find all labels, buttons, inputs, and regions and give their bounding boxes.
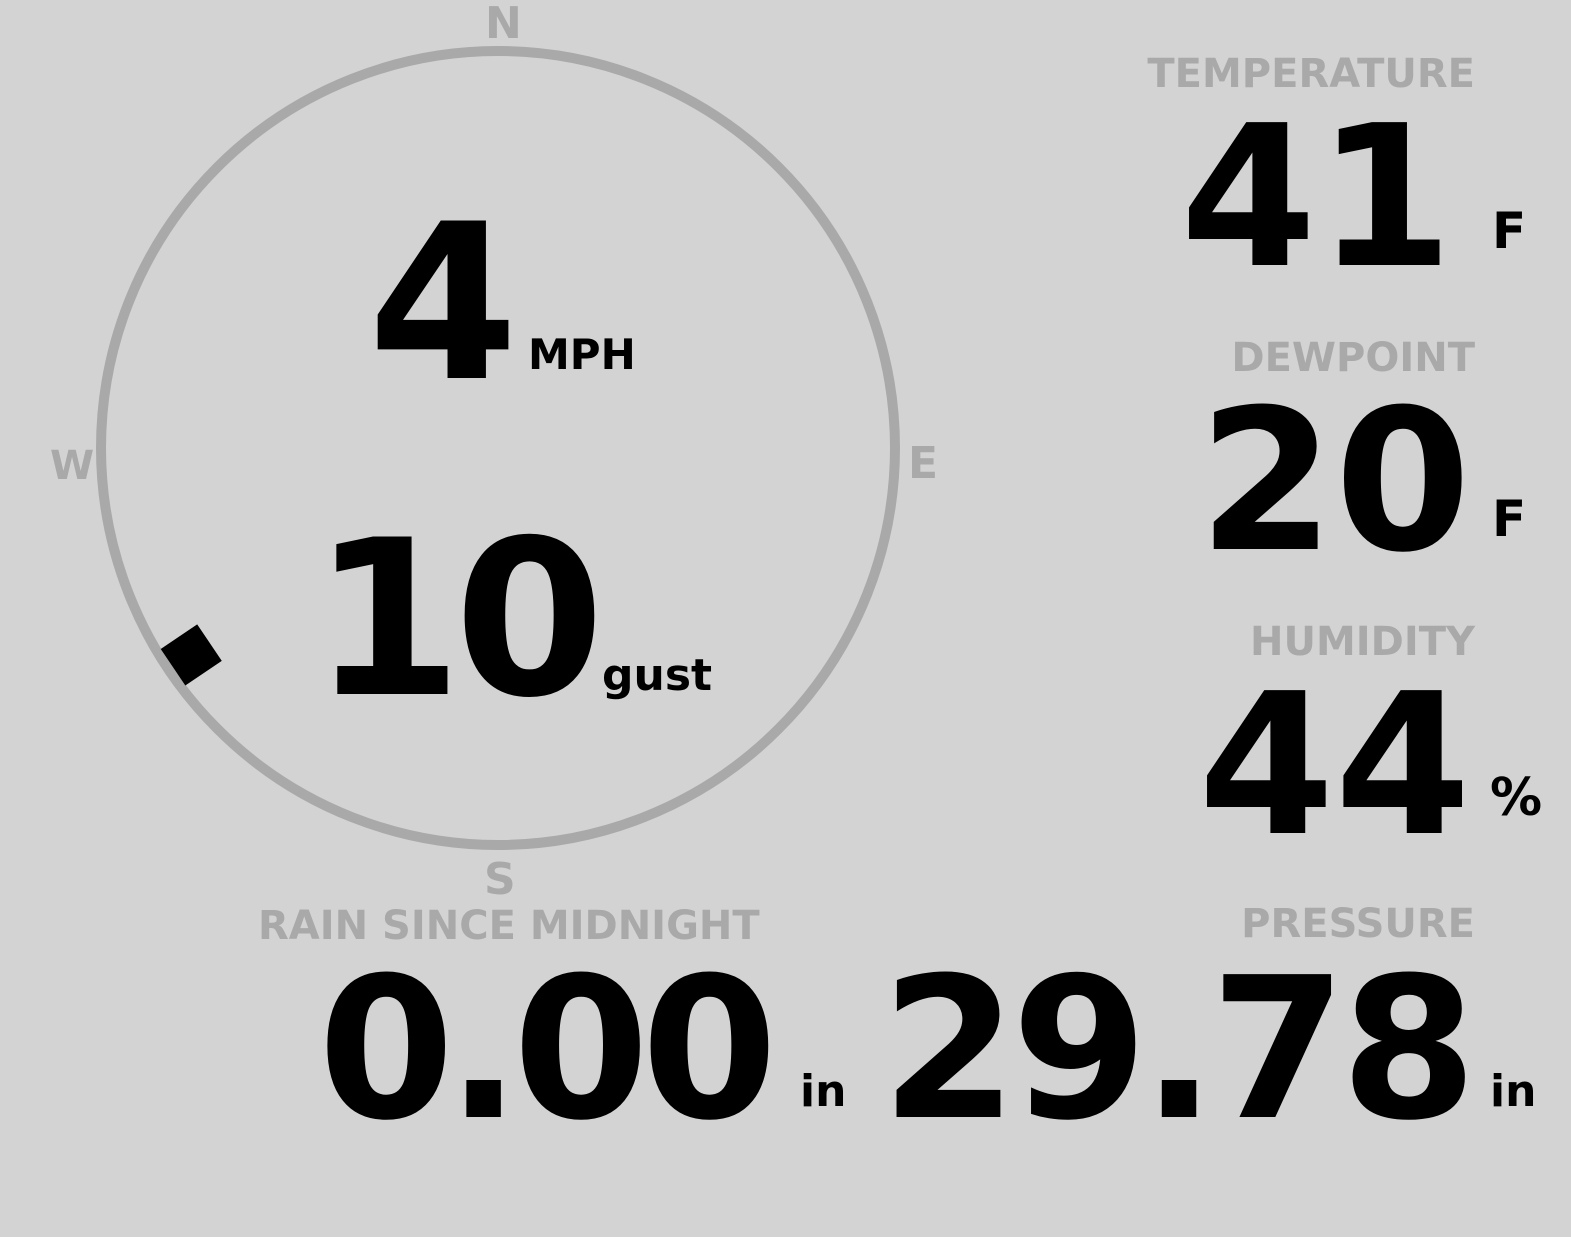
wind-speed-value: 4 [368,178,519,429]
compass-ring [96,46,900,850]
humidity-value: 44 [1198,652,1471,880]
temperature-label: TEMPERATURE [1147,51,1475,97]
dewpoint-unit: F [1492,490,1527,548]
compass-w: W [50,443,95,489]
pressure-unit: in [1490,1066,1537,1117]
humidity-unit: % [1490,768,1543,828]
dewpoint-label: DEWPOINT [1231,335,1475,381]
rain-label: RAIN SINCE MIDNIGHT [258,903,760,949]
compass-n: N [485,0,522,49]
temperature-unit: F [1492,202,1527,260]
wind-direction-indicator [160,624,222,686]
pressure-label: PRESSURE [1241,901,1475,947]
wind-speed-unit: MPH [528,330,636,379]
dewpoint-value: 20 [1198,368,1471,596]
compass-e: E [908,438,939,489]
wind-gust-label: gust [602,650,713,701]
rain-unit: in [800,1066,847,1117]
wind-gust-value: 10 [312,494,605,745]
pressure-value: 29.78 [881,936,1477,1164]
compass-s: S [484,854,516,905]
rain-value: 0.00 [318,936,778,1164]
temperature-value: 41 [1180,84,1453,312]
humidity-label: HUMIDITY [1250,619,1475,665]
compass-dial [96,46,900,850]
